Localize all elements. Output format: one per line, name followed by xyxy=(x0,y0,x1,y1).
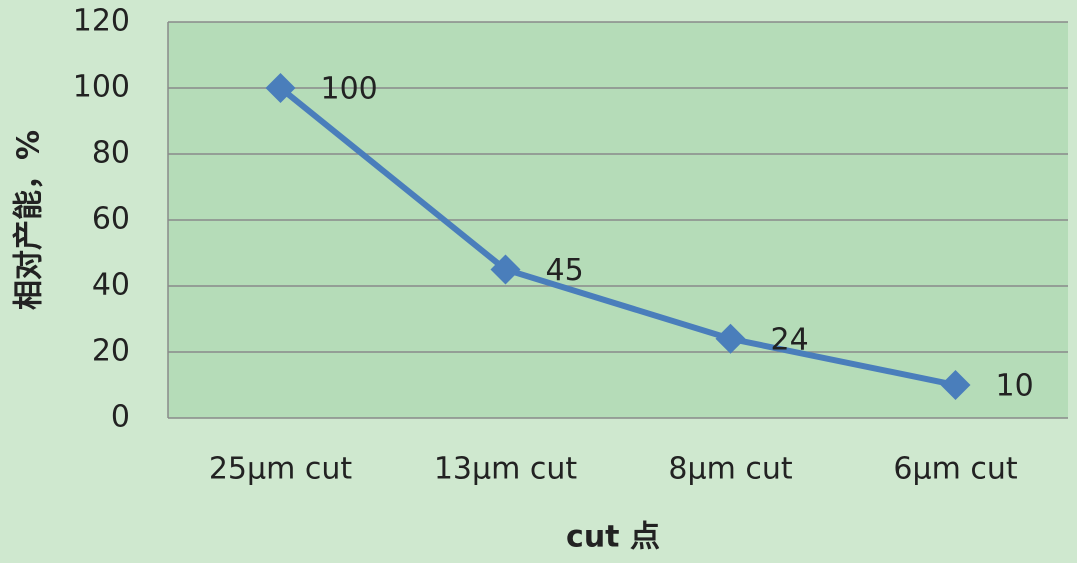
x-axis-title: cut 点 xyxy=(566,520,660,555)
x-tick-label: 8μm cut xyxy=(668,452,792,487)
y-tick-label: 0 xyxy=(111,400,130,435)
x-tick-label: 13μm cut xyxy=(434,452,578,487)
y-tick-label: 80 xyxy=(92,136,130,171)
y-tick-label: 120 xyxy=(73,4,130,39)
y-tick-label: 20 xyxy=(92,334,130,369)
marker xyxy=(490,254,521,285)
data-label: 24 xyxy=(771,322,809,357)
y-tick-label: 40 xyxy=(92,268,130,303)
y-axis-title: 相对产能，% xyxy=(12,130,47,310)
y-tick-label: 100 xyxy=(73,70,130,105)
marker xyxy=(265,73,296,103)
data-label: 10 xyxy=(996,369,1034,404)
data-label: 45 xyxy=(546,253,584,288)
x-tick-label: 6μm cut xyxy=(893,452,1017,487)
marker xyxy=(715,323,746,354)
marker xyxy=(940,370,971,400)
data-label: 100 xyxy=(321,72,378,107)
y-tick-label: 60 xyxy=(92,202,130,237)
line xyxy=(278,85,957,388)
x-tick-label: 25μm cut xyxy=(209,452,353,487)
